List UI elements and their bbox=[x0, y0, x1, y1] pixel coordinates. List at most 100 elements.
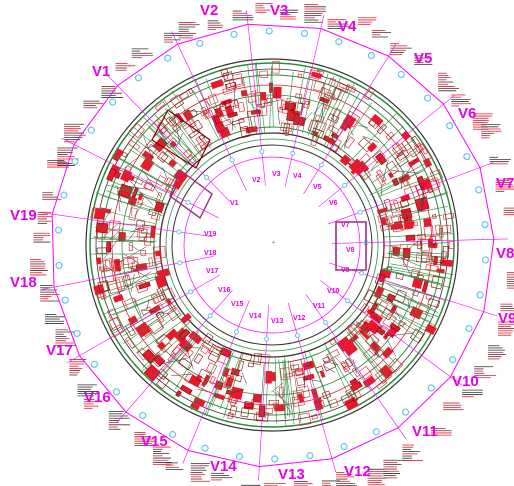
partition-line bbox=[420, 191, 423, 211]
partition-line bbox=[145, 144, 161, 149]
ring-line-7 bbox=[159, 132, 385, 358]
structural-line bbox=[374, 306, 423, 342]
structural-line bbox=[101, 277, 160, 299]
room-cell bbox=[364, 87, 376, 101]
partition-line bbox=[171, 373, 192, 377]
inner-zone-label-v8: V8 bbox=[346, 247, 355, 254]
inner-zone-label-v19: V19 bbox=[204, 231, 217, 238]
room-cell bbox=[367, 319, 379, 330]
room-cell bbox=[90, 208, 101, 220]
room-cell bbox=[284, 101, 297, 111]
inner-zone-label-v17: V17 bbox=[206, 268, 219, 275]
structural-line bbox=[361, 138, 415, 178]
partition-line bbox=[221, 377, 229, 389]
structural-line bbox=[174, 341, 204, 390]
partition-line bbox=[127, 178, 154, 206]
zone-divider-19 bbox=[40, 256, 214, 291]
structural-line bbox=[348, 330, 390, 379]
room-cell bbox=[398, 319, 406, 327]
room-cell bbox=[370, 113, 384, 126]
partition-line bbox=[197, 389, 211, 393]
structural-line bbox=[162, 334, 200, 376]
structural-line bbox=[314, 77, 341, 141]
structural-line bbox=[101, 195, 164, 214]
ring-line-5 bbox=[121, 94, 423, 396]
room-cell bbox=[414, 196, 430, 212]
partition-line bbox=[128, 243, 139, 251]
partition-line bbox=[129, 266, 149, 279]
structural-line bbox=[387, 265, 452, 279]
partition-line bbox=[184, 109, 203, 113]
structural-line bbox=[106, 184, 169, 206]
zone-divider-14 bbox=[287, 302, 337, 473]
partition-line bbox=[386, 293, 401, 320]
room-cell bbox=[122, 165, 132, 177]
structural-line bbox=[112, 154, 172, 189]
room-cell bbox=[314, 399, 325, 409]
zone-divider-4 bbox=[171, 31, 247, 191]
inner-zone-ring bbox=[183, 156, 361, 334]
structural-line bbox=[370, 169, 426, 196]
room-cell bbox=[229, 405, 238, 416]
inner-grid-bubble bbox=[359, 270, 365, 276]
structural-line bbox=[192, 90, 220, 141]
structural-line bbox=[205, 78, 229, 140]
structural-line bbox=[271, 71, 274, 127]
grid-bubble bbox=[397, 70, 405, 79]
structural-line bbox=[390, 263, 454, 276]
room-cell bbox=[429, 169, 444, 183]
room-cell bbox=[399, 198, 410, 209]
partition-line bbox=[422, 183, 425, 208]
inner-zone-label-v18: V18 bbox=[204, 250, 217, 257]
inner-zone-label-v2: V2 bbox=[252, 177, 261, 184]
structural-line bbox=[109, 293, 165, 317]
grid-bubble bbox=[196, 39, 204, 48]
partition-line bbox=[400, 170, 404, 190]
room-cell bbox=[345, 84, 357, 94]
structural-line bbox=[285, 71, 294, 135]
room-cell bbox=[348, 158, 363, 172]
structural-line bbox=[156, 119, 199, 164]
room-cell bbox=[227, 391, 240, 405]
grid-bubble bbox=[340, 442, 348, 451]
room-cell bbox=[363, 289, 380, 305]
room-cell bbox=[323, 99, 332, 110]
room-cell bbox=[112, 293, 124, 303]
structural-line bbox=[353, 327, 396, 374]
inner-grid-bubble bbox=[322, 319, 328, 325]
partition-line bbox=[408, 240, 419, 250]
grid-bubble bbox=[446, 122, 454, 130]
structural-line bbox=[292, 362, 302, 423]
room-cell bbox=[362, 375, 376, 388]
room-cell bbox=[329, 142, 340, 153]
room-cell bbox=[259, 70, 269, 79]
zone-divider-lines bbox=[38, 10, 508, 481]
structural-line bbox=[282, 360, 287, 419]
room-cell bbox=[215, 345, 228, 355]
room-cell bbox=[219, 101, 227, 108]
room-cell bbox=[339, 154, 352, 167]
partition-line bbox=[212, 392, 218, 398]
grid-bubble bbox=[54, 226, 63, 234]
structural-line bbox=[103, 264, 158, 278]
structural-line bbox=[132, 126, 188, 172]
zone-divider-8 bbox=[318, 95, 455, 208]
inner-grid-bubble bbox=[345, 298, 351, 304]
partition-line bbox=[344, 130, 350, 149]
highlight-frame-upper-left bbox=[151, 109, 211, 169]
outer-zone-label-v6: V6 bbox=[458, 105, 476, 122]
structural-line bbox=[95, 192, 163, 216]
grid-bubble bbox=[112, 388, 121, 396]
room-cell bbox=[393, 220, 403, 230]
partition-line bbox=[116, 186, 122, 204]
room-cell bbox=[190, 402, 200, 411]
room-cell bbox=[138, 281, 151, 290]
structural-line bbox=[330, 92, 361, 146]
inner-zone-label-v4: V4 bbox=[293, 173, 302, 180]
structural-line bbox=[142, 320, 192, 368]
structural-line bbox=[243, 77, 252, 134]
room-cell bbox=[250, 398, 261, 410]
room-cell bbox=[382, 312, 397, 329]
grid-bubble bbox=[465, 324, 473, 333]
zone-divider-16 bbox=[182, 300, 250, 464]
